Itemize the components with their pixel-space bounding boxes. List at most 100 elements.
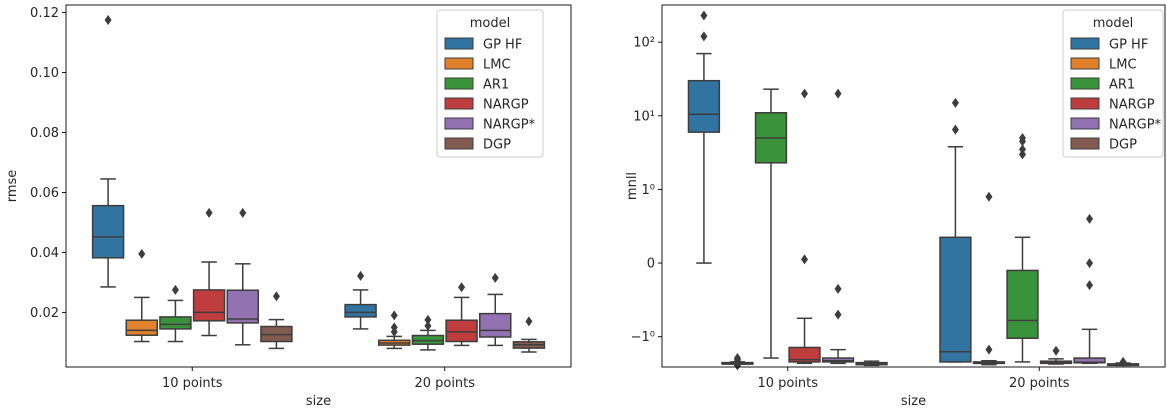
outlier-point (458, 282, 466, 293)
box-dgp-2 (1106, 356, 1140, 367)
box (226, 289, 259, 324)
box-lmc-2 (972, 191, 1006, 366)
outlier-point (1086, 258, 1094, 269)
outlier-point (390, 310, 398, 321)
box-nargp-1 (192, 207, 226, 337)
outlier-point (104, 14, 112, 25)
y-tick-label: 10² (633, 36, 655, 51)
box-gphf-1 (687, 10, 721, 264)
box (788, 346, 821, 363)
box-ar1-2 (411, 314, 445, 351)
legend-swatch (1070, 77, 1100, 90)
outlier-point (1086, 213, 1094, 224)
y-tick-label: 0.10 (30, 66, 59, 81)
outlier-point (951, 124, 959, 135)
outlier-point (239, 207, 247, 218)
y-tick-label: 0.04 (30, 246, 59, 261)
box (479, 312, 512, 338)
box-nargp-2 (479, 272, 512, 347)
legend-entry: DGP (1109, 138, 1137, 153)
plot-frame (65, 4, 572, 368)
legend-entry: NARGP* (483, 118, 536, 133)
box-lmc-1 (125, 248, 158, 343)
outlier-point (272, 291, 280, 302)
y-axis-label: mnll (625, 172, 640, 200)
legend-swatch (444, 117, 474, 130)
legend-swatch (444, 37, 474, 50)
outlier-point (985, 191, 993, 202)
box-dgp-1 (855, 360, 888, 367)
chart-2: −1⁰ 0 1⁰ 10¹ 10² 10 points 20 points size mnll mo… (625, 4, 1166, 409)
chart-1: 0.02 0.04 0.06 0.08 0.10 0.12 10 points 20 poin… (5, 4, 572, 409)
outlier-point (171, 284, 179, 295)
legend-swatch (444, 57, 474, 70)
box (125, 319, 158, 336)
outlier-point (801, 88, 809, 99)
x-tick-label: 20 points (414, 376, 475, 391)
outlier-point (700, 10, 708, 21)
x-tick-label: 20 points (1009, 376, 1070, 391)
box (445, 319, 478, 343)
outlier-point (138, 248, 146, 259)
outlier-point (390, 322, 398, 333)
outlier-point (424, 320, 432, 331)
legend-entry: AR1 (483, 78, 509, 93)
box (1006, 269, 1039, 340)
outlier-point (525, 316, 533, 327)
y-tick-label: 0.02 (30, 306, 59, 321)
box-nargp-2 (1073, 213, 1106, 365)
box-nargp-2 (445, 282, 478, 347)
legend-entry: NARGP (483, 98, 529, 113)
legend-entry: LMC (1109, 58, 1137, 73)
legend-entry: DGP (483, 138, 511, 153)
x-tick-label: 10 points (162, 376, 223, 391)
y-tick-label: 1⁰ (642, 183, 655, 198)
box (939, 236, 972, 363)
y-tick-label: 0.08 (30, 126, 59, 141)
outlier-point (1018, 132, 1026, 143)
box-dgp-2 (512, 316, 546, 353)
box-gphf-1 (91, 14, 125, 288)
outlier-point (1018, 144, 1026, 155)
box-ar1-2 (1006, 132, 1039, 363)
legend-swatch (444, 77, 474, 90)
legend-entry: LMC (483, 58, 511, 73)
outlier-point (205, 207, 213, 218)
box-dgp-1 (260, 291, 293, 350)
box-ar1-1 (159, 284, 192, 343)
box-nargp-2 (1039, 345, 1073, 365)
legend-swatch (1070, 97, 1100, 110)
y-axis-label: rmse (5, 170, 20, 203)
y-tick-label: 0 (647, 257, 655, 272)
box-nargp-1 (788, 88, 821, 365)
box (687, 79, 721, 133)
legend-entry: NARGP* (1109, 118, 1162, 133)
box (344, 303, 377, 318)
legend-title: model (470, 16, 510, 31)
box-lmc-2 (378, 310, 411, 350)
outlier-point (801, 254, 809, 265)
outlier-point (985, 344, 993, 355)
outlier-point (834, 309, 842, 320)
legend-entry: NARGP (1109, 98, 1155, 113)
outlier-point (834, 88, 842, 99)
box-gphf-2 (344, 270, 377, 330)
outlier-point (357, 270, 365, 281)
y-tick-label: −1⁰ (631, 330, 655, 345)
legend-swatch (1070, 37, 1100, 50)
x-axis-label: size (901, 394, 926, 409)
outlier-point (834, 283, 842, 294)
outlier-point (1086, 280, 1094, 291)
box (159, 316, 192, 330)
legend-entry: GP HF (483, 38, 522, 53)
box-gphf-2 (939, 97, 972, 363)
legend-title: model (1093, 16, 1133, 31)
y-tick-label: 0.12 (30, 6, 59, 21)
outlier-point (951, 97, 959, 108)
outlier-point (700, 31, 708, 42)
outlier-point (1052, 345, 1060, 356)
legend-swatch (1070, 57, 1100, 70)
box (91, 204, 125, 259)
outlier-point (733, 353, 741, 364)
